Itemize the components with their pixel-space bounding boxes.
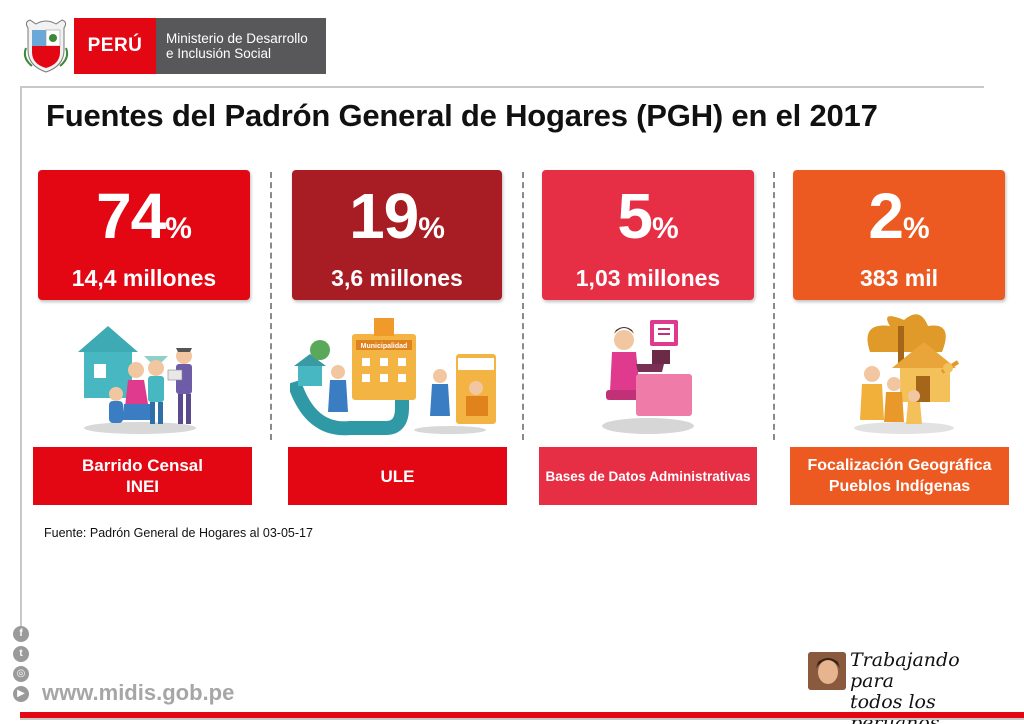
census-family-illustration — [78, 326, 196, 434]
twitter-icon[interactable]: t — [13, 646, 29, 662]
frame-left-line — [20, 86, 22, 626]
column-divider — [773, 172, 775, 440]
stat-percent: 5% — [617, 180, 679, 252]
municipality-illustration: Municipalidad — [290, 318, 496, 436]
label-box-inei: Barrido Censal INEI — [33, 447, 252, 505]
website-link[interactable]: www.midis.gob.pe — [42, 680, 235, 705]
page-title: Fuentes del Padrón General de Hogares (P… — [46, 98, 878, 133]
frame-top-line — [20, 86, 984, 88]
ministry-logo: PERÚ Ministerio de Desarrollo e Inclusió… — [22, 14, 326, 76]
label-box-indigenous: Focalización Geográfica Pueblos Indígena… — [790, 447, 1009, 505]
label-box-administrative-data: Bases de Datos Administrativas — [539, 447, 757, 505]
label-line1: ULE — [380, 466, 415, 486]
column-divider — [270, 172, 272, 440]
label-line2: INEI — [125, 477, 160, 496]
stat-amount: 383 mil — [860, 265, 938, 291]
municipality-sign: Municipalidad — [361, 343, 408, 350]
indigenous-community-illustration — [854, 314, 960, 434]
stat-box-inei: 74% 14,4 millones — [38, 170, 250, 300]
country-label: PERÚ — [74, 18, 156, 74]
portrait-icon — [808, 652, 846, 690]
ministry-name-line2: e Inclusión Social — [166, 46, 272, 61]
instagram-icon[interactable]: ◎ — [13, 666, 29, 682]
source-note: Fuente: Padrón General de Hogares al 03-… — [44, 526, 313, 540]
ministry-name: Ministerio de Desarrollo e Inclusión Soc… — [156, 18, 326, 74]
column-divider — [522, 172, 524, 440]
footer-grey-bar — [20, 718, 1024, 720]
slogan-photo — [808, 652, 846, 690]
stat-amount: 3,6 millones — [331, 265, 463, 291]
label-line2: Pueblos Indígenas — [828, 478, 971, 495]
coat-of-arms-icon — [23, 19, 69, 73]
slogan-line1: Trabajando para — [850, 649, 960, 692]
stat-amount: 14,4 millones — [71, 265, 217, 291]
stat-percent: 74% — [96, 180, 192, 252]
label-line1: Bases de Datos Administrativas — [545, 468, 751, 484]
stat-box-administrative-data: 5% 1,03 millones — [542, 170, 754, 300]
stat-percent: 19% — [349, 180, 445, 252]
label-box-ule: ULE — [288, 447, 507, 505]
stat-percent: 2% — [868, 180, 930, 252]
label-line1: Focalización Geográfica — [807, 457, 992, 474]
youtube-icon[interactable]: ▶ — [13, 686, 29, 702]
stat-amount: 1,03 millones — [575, 265, 721, 291]
ministry-name-line1: Ministerio de Desarrollo — [166, 31, 308, 46]
facebook-icon[interactable]: f — [13, 626, 29, 642]
footer-red-bar — [20, 712, 1024, 718]
label-line1: Barrido Censal — [82, 456, 203, 475]
computer-operator-illustration — [602, 320, 694, 434]
stat-box-ule: 19% 3,6 millones — [292, 170, 502, 300]
stat-box-indigenous: 2% 383 mil — [793, 170, 1005, 300]
